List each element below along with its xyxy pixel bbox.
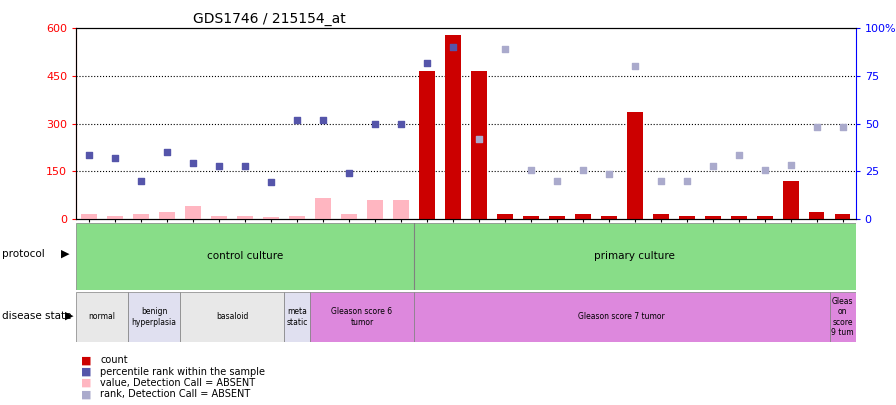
Point [783,162,798,168]
Bar [237,215,253,219]
Bar [809,212,824,219]
Point [368,120,383,127]
Bar [367,200,383,219]
Text: normal: normal [89,312,116,322]
Point [419,60,435,66]
Bar [445,35,461,219]
Text: benign
hyperplasia: benign hyperplasia [132,307,177,326]
Point [524,166,538,173]
Point [342,169,357,176]
Text: Gleason score 7 tumor: Gleason score 7 tumor [579,312,665,322]
Point [836,124,850,130]
Bar [419,71,435,219]
Text: ■: ■ [81,390,91,399]
Text: control culture: control culture [207,251,283,261]
Point [732,152,746,158]
Text: Gleas
on
score
9 tum: Gleas on score 9 tum [831,297,854,337]
Bar [653,214,668,219]
Bar [128,292,180,342]
Point [576,166,590,173]
Bar [108,215,123,219]
Bar [835,214,850,219]
Text: ■: ■ [81,378,91,388]
Bar [180,292,284,342]
Point [160,149,175,155]
Bar [549,215,564,219]
Point [394,120,409,127]
Text: ▶: ▶ [61,249,69,259]
Point [602,171,616,177]
Point [108,155,123,162]
Bar [310,292,414,342]
Text: meta
static: meta static [287,307,307,326]
Bar [627,113,642,219]
Text: rank, Detection Call = ABSENT: rank, Detection Call = ABSENT [100,390,251,399]
Text: percentile rank within the sample: percentile rank within the sample [100,367,265,377]
Bar [315,198,331,219]
Bar [185,206,201,219]
Bar [211,215,227,219]
Bar [134,214,149,219]
Bar [731,215,746,219]
Bar [679,215,694,219]
Bar [341,214,357,219]
Bar [393,200,409,219]
Text: GDS1746 / 215154_at: GDS1746 / 215154_at [194,12,346,26]
Bar [82,214,97,219]
Point [680,177,694,184]
Text: ■: ■ [81,356,91,365]
Bar [414,292,830,342]
Bar [76,223,414,290]
Bar [523,215,538,219]
Text: count: count [100,356,128,365]
Point [758,166,772,173]
Point [134,177,149,184]
Text: basaloid: basaloid [216,312,248,322]
Text: Gleason score 6
tumor: Gleason score 6 tumor [332,307,392,326]
Point [316,117,331,124]
Point [654,177,668,184]
Bar [159,212,175,219]
Point [446,44,461,51]
Bar [830,292,856,342]
Text: protocol: protocol [2,249,45,259]
Point [498,46,513,52]
Text: primary culture: primary culture [594,251,676,261]
Bar [575,214,590,219]
Bar [471,71,487,219]
Bar [263,217,279,219]
Text: value, Detection Call = ABSENT: value, Detection Call = ABSENT [100,378,255,388]
Bar [284,292,310,342]
Point [706,163,720,170]
Point [186,160,201,166]
Bar [783,181,798,219]
Bar [497,214,513,219]
Point [472,136,487,143]
Bar [705,215,720,219]
Text: ▶: ▶ [65,311,73,321]
Point [264,179,279,185]
Point [810,124,824,130]
Text: ■: ■ [81,367,91,377]
Bar [289,215,305,219]
Text: disease state: disease state [2,311,72,321]
Point [238,163,253,170]
Bar [601,215,616,219]
Bar [76,292,128,342]
Point [82,152,97,158]
Point [290,117,305,124]
Point [550,177,564,184]
Bar [757,215,772,219]
Point [628,63,642,70]
Bar [414,223,856,290]
Point [212,163,226,170]
